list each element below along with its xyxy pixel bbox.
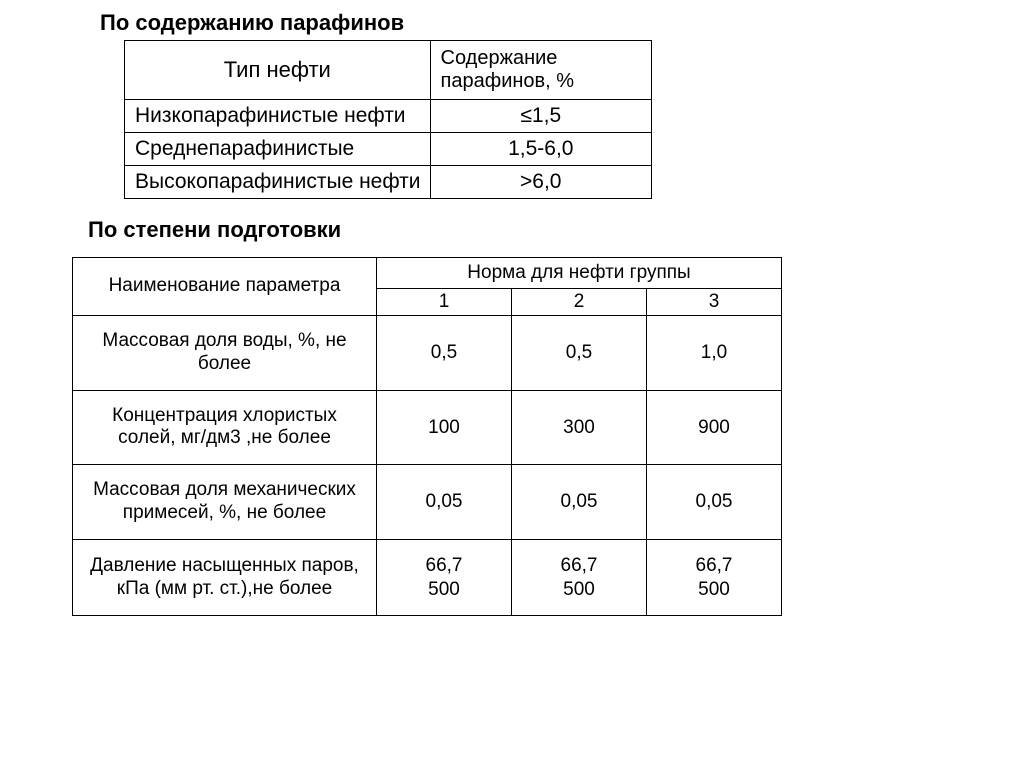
cell-value: 300	[512, 390, 647, 465]
table-row: Массовая доля воды, %, не более 0,5 0,5 …	[73, 316, 782, 391]
cell-value: 0,05	[512, 465, 647, 540]
cell-param: Массовая доля воды, %, не более	[73, 316, 377, 391]
cell-param: Массовая доля механических примесей, %, …	[73, 465, 377, 540]
cell-param: Давление насыщенных паров,кПа (мм рт. ст…	[73, 539, 377, 616]
cell-value: 1,0	[647, 316, 782, 391]
cell-value: >6,0	[430, 166, 651, 199]
header-groups-title: Норма для нефти группы	[377, 258, 782, 289]
header-col-content: Содержание парафинов, %	[430, 41, 651, 100]
header-group-1: 1	[377, 289, 512, 316]
table-header-row: Тип нефти Содержание парафинов, %	[125, 41, 652, 100]
cell-param: Концентрация хлористых солей, мг/дм3 ,не…	[73, 390, 377, 465]
cell-value: ≤1,5	[430, 100, 651, 133]
table-row: Массовая доля механических примесей, %, …	[73, 465, 782, 540]
cell-label: Высокопарафинистые нефти	[125, 166, 431, 199]
cell-value: 900	[647, 390, 782, 465]
header-group-3: 3	[647, 289, 782, 316]
header-group-2: 2	[512, 289, 647, 316]
cell-value: 1,5-6,0	[430, 133, 651, 166]
table-row: Низкопарафинистые нефти ≤1,5	[125, 100, 652, 133]
table-row: Среднепарафинистые 1,5-6,0	[125, 133, 652, 166]
cell-value: 0,5	[377, 316, 512, 391]
cell-value: 0,5	[512, 316, 647, 391]
cell-value: 0,05	[647, 465, 782, 540]
header-col-type: Тип нефти	[125, 41, 431, 100]
table-preparation: Наименование параметра Норма для нефти г…	[72, 257, 782, 616]
table-row: Высокопарафинистые нефти >6,0	[125, 166, 652, 199]
table-row: Концентрация хлористых солей, мг/дм3 ,не…	[73, 390, 782, 465]
cell-value: 66,7500	[377, 539, 512, 616]
header-col-param: Наименование параметра	[73, 258, 377, 316]
cell-label: Среднепарафинистые	[125, 133, 431, 166]
heading-preparation: По степени подготовки	[88, 217, 1024, 243]
table-paraffin: Тип нефти Содержание парафинов, % Низкоп…	[124, 40, 652, 199]
cell-label: Низкопарафинистые нефти	[125, 100, 431, 133]
cell-value: 66,7500	[647, 539, 782, 616]
cell-value: 66,7500	[512, 539, 647, 616]
table-header-row: Наименование параметра Норма для нефти г…	[73, 258, 782, 289]
cell-value: 0,05	[377, 465, 512, 540]
table-row: Давление насыщенных паров,кПа (мм рт. ст…	[73, 539, 782, 616]
heading-paraffin: По содержанию парафинов	[100, 10, 1024, 36]
cell-value: 100	[377, 390, 512, 465]
